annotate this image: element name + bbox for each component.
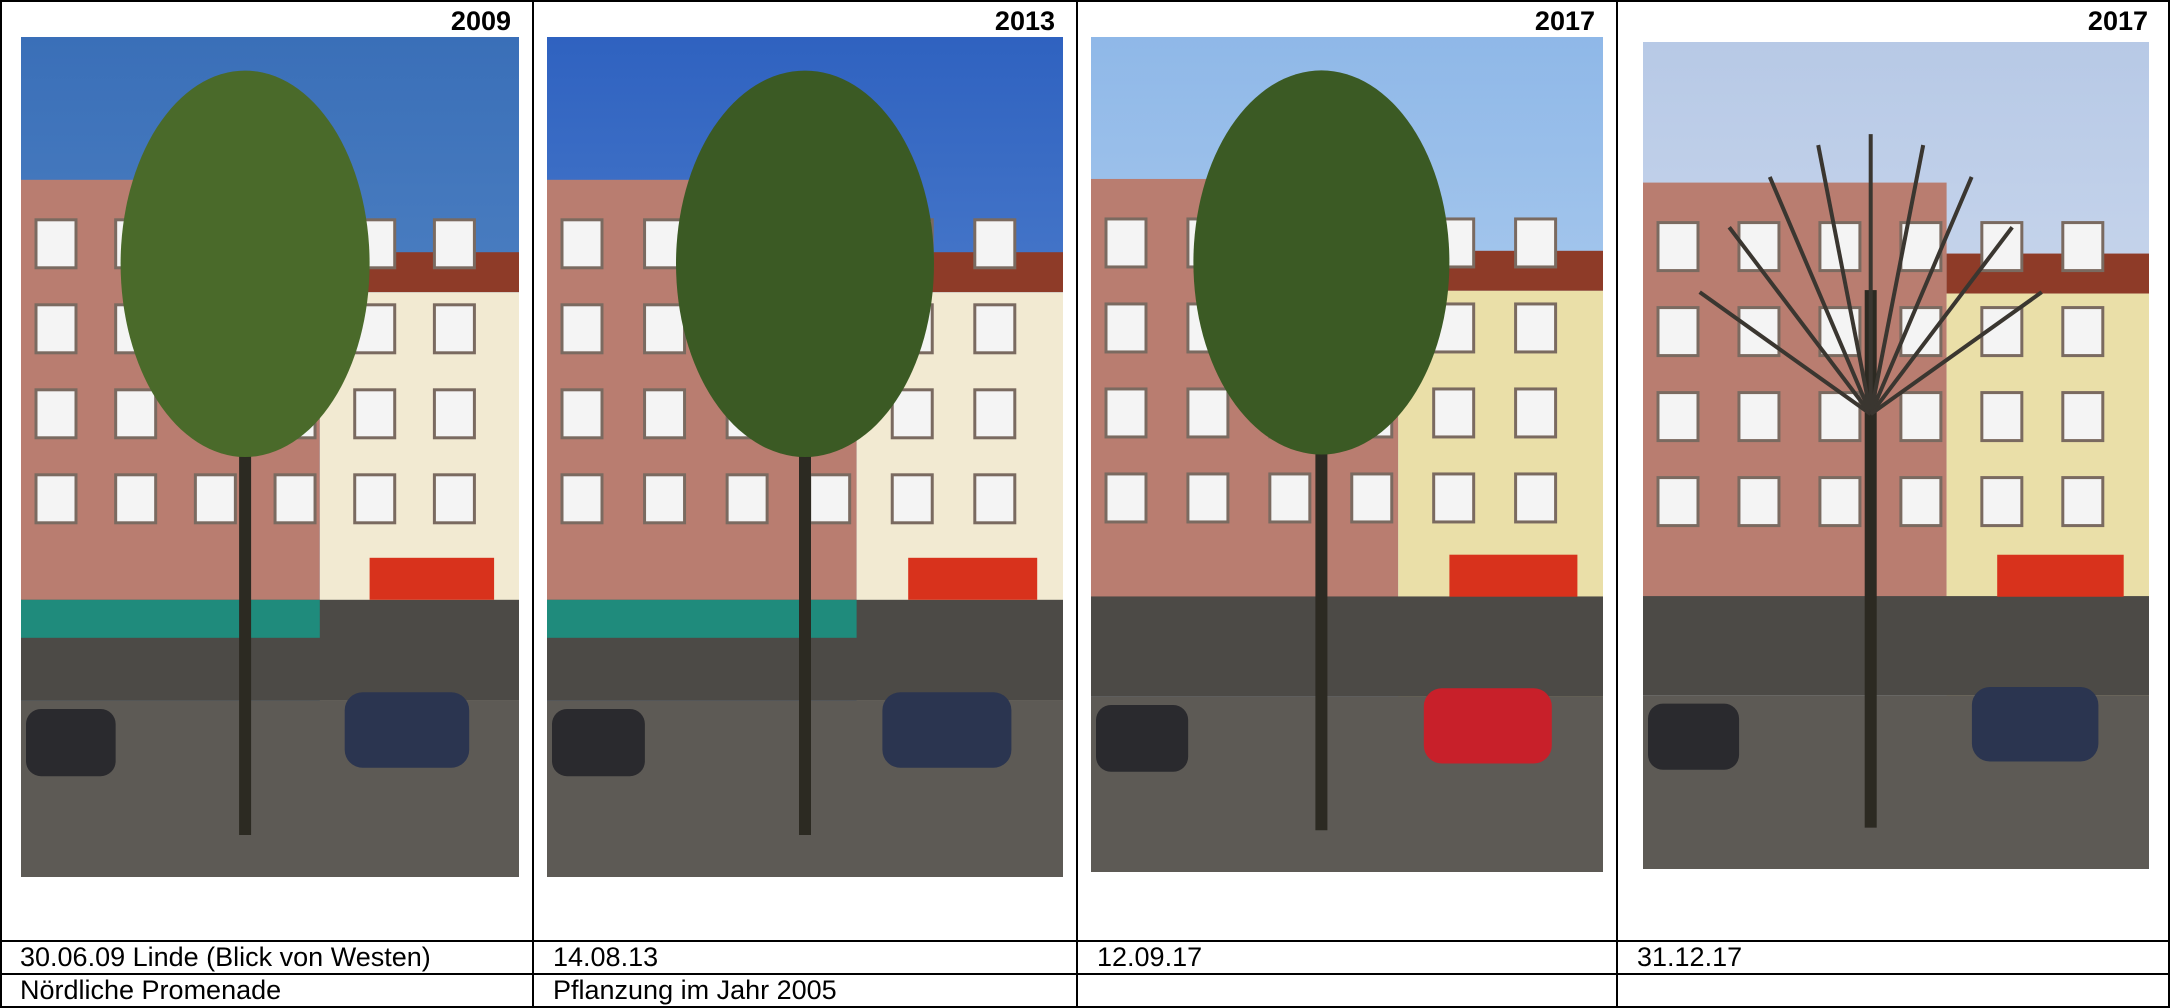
sheet-graphics	[0, 0, 2170, 1008]
caption: Nördliche Promenade	[20, 975, 281, 1006]
window	[1658, 393, 1698, 441]
window	[1658, 478, 1698, 526]
window	[975, 475, 1015, 523]
window	[116, 475, 156, 523]
window	[36, 305, 76, 353]
window	[195, 475, 235, 523]
window	[1739, 308, 1779, 356]
window	[1188, 474, 1228, 522]
window	[1434, 474, 1474, 522]
year-label: 2017	[1077, 6, 1595, 37]
window	[1106, 389, 1146, 437]
window	[562, 305, 602, 353]
window	[892, 475, 932, 523]
canopy	[121, 71, 370, 457]
caption: 31.12.17	[1637, 942, 1742, 973]
year-label: 2017	[1617, 6, 2148, 37]
window	[275, 475, 315, 523]
window	[562, 390, 602, 438]
canopy	[1193, 70, 1449, 454]
window	[1106, 304, 1146, 352]
window	[1658, 223, 1698, 271]
window	[1516, 474, 1556, 522]
photo	[1643, 42, 2149, 869]
window	[975, 390, 1015, 438]
window	[116, 390, 156, 438]
window	[36, 475, 76, 523]
window	[1516, 304, 1556, 352]
window	[1982, 393, 2022, 441]
window	[1106, 474, 1146, 522]
window	[1820, 478, 1860, 526]
window	[2063, 393, 2103, 441]
window	[2063, 223, 2103, 271]
window	[645, 305, 685, 353]
window	[2063, 478, 2103, 526]
window	[1270, 474, 1310, 522]
canopy	[676, 71, 934, 457]
car	[26, 709, 116, 776]
year-label: 2009	[0, 6, 511, 37]
window	[36, 390, 76, 438]
window	[727, 475, 767, 523]
window	[434, 305, 474, 353]
window	[434, 220, 474, 268]
car	[882, 692, 1011, 768]
caption: 12.09.17	[1097, 942, 1202, 973]
sign	[908, 558, 1037, 600]
window	[1188, 389, 1228, 437]
year-label: 2013	[533, 6, 1055, 37]
car	[552, 709, 645, 776]
window	[1901, 478, 1941, 526]
window	[1739, 478, 1779, 526]
window	[1516, 389, 1556, 437]
photo	[21, 37, 519, 877]
window	[1352, 474, 1392, 522]
window	[36, 220, 76, 268]
photo	[547, 37, 1063, 877]
caption: 30.06.09 Linde (Blick von Westen)	[20, 942, 431, 973]
caption: 14.08.13	[553, 942, 658, 973]
sign	[1449, 555, 1577, 597]
window	[562, 475, 602, 523]
window	[1106, 219, 1146, 267]
window	[355, 390, 395, 438]
car	[1648, 704, 1739, 770]
window	[975, 305, 1015, 353]
window	[1982, 223, 2022, 271]
window	[1434, 389, 1474, 437]
window	[1982, 478, 2022, 526]
car	[1972, 687, 2098, 761]
car	[1424, 688, 1552, 763]
sign	[1997, 555, 2124, 597]
window	[810, 475, 850, 523]
window	[1658, 308, 1698, 356]
sign	[370, 558, 495, 600]
window	[1516, 219, 1556, 267]
window	[355, 475, 395, 523]
awning	[21, 600, 320, 638]
window	[434, 475, 474, 523]
window	[1901, 393, 1941, 441]
ground-floor	[1643, 596, 2149, 695]
window	[645, 390, 685, 438]
car	[1096, 705, 1188, 772]
car	[345, 692, 470, 768]
window	[975, 220, 1015, 268]
window	[645, 475, 685, 523]
window	[1739, 393, 1779, 441]
photo-sheet: 2009 30.06.09 Linde (Blick von Westen)Nör…	[0, 0, 2170, 1008]
ground-floor	[1091, 596, 1603, 696]
caption: Pflanzung im Jahr 2005	[553, 975, 837, 1006]
photo	[1091, 37, 1603, 872]
window	[2063, 308, 2103, 356]
window	[562, 220, 602, 268]
window	[434, 390, 474, 438]
